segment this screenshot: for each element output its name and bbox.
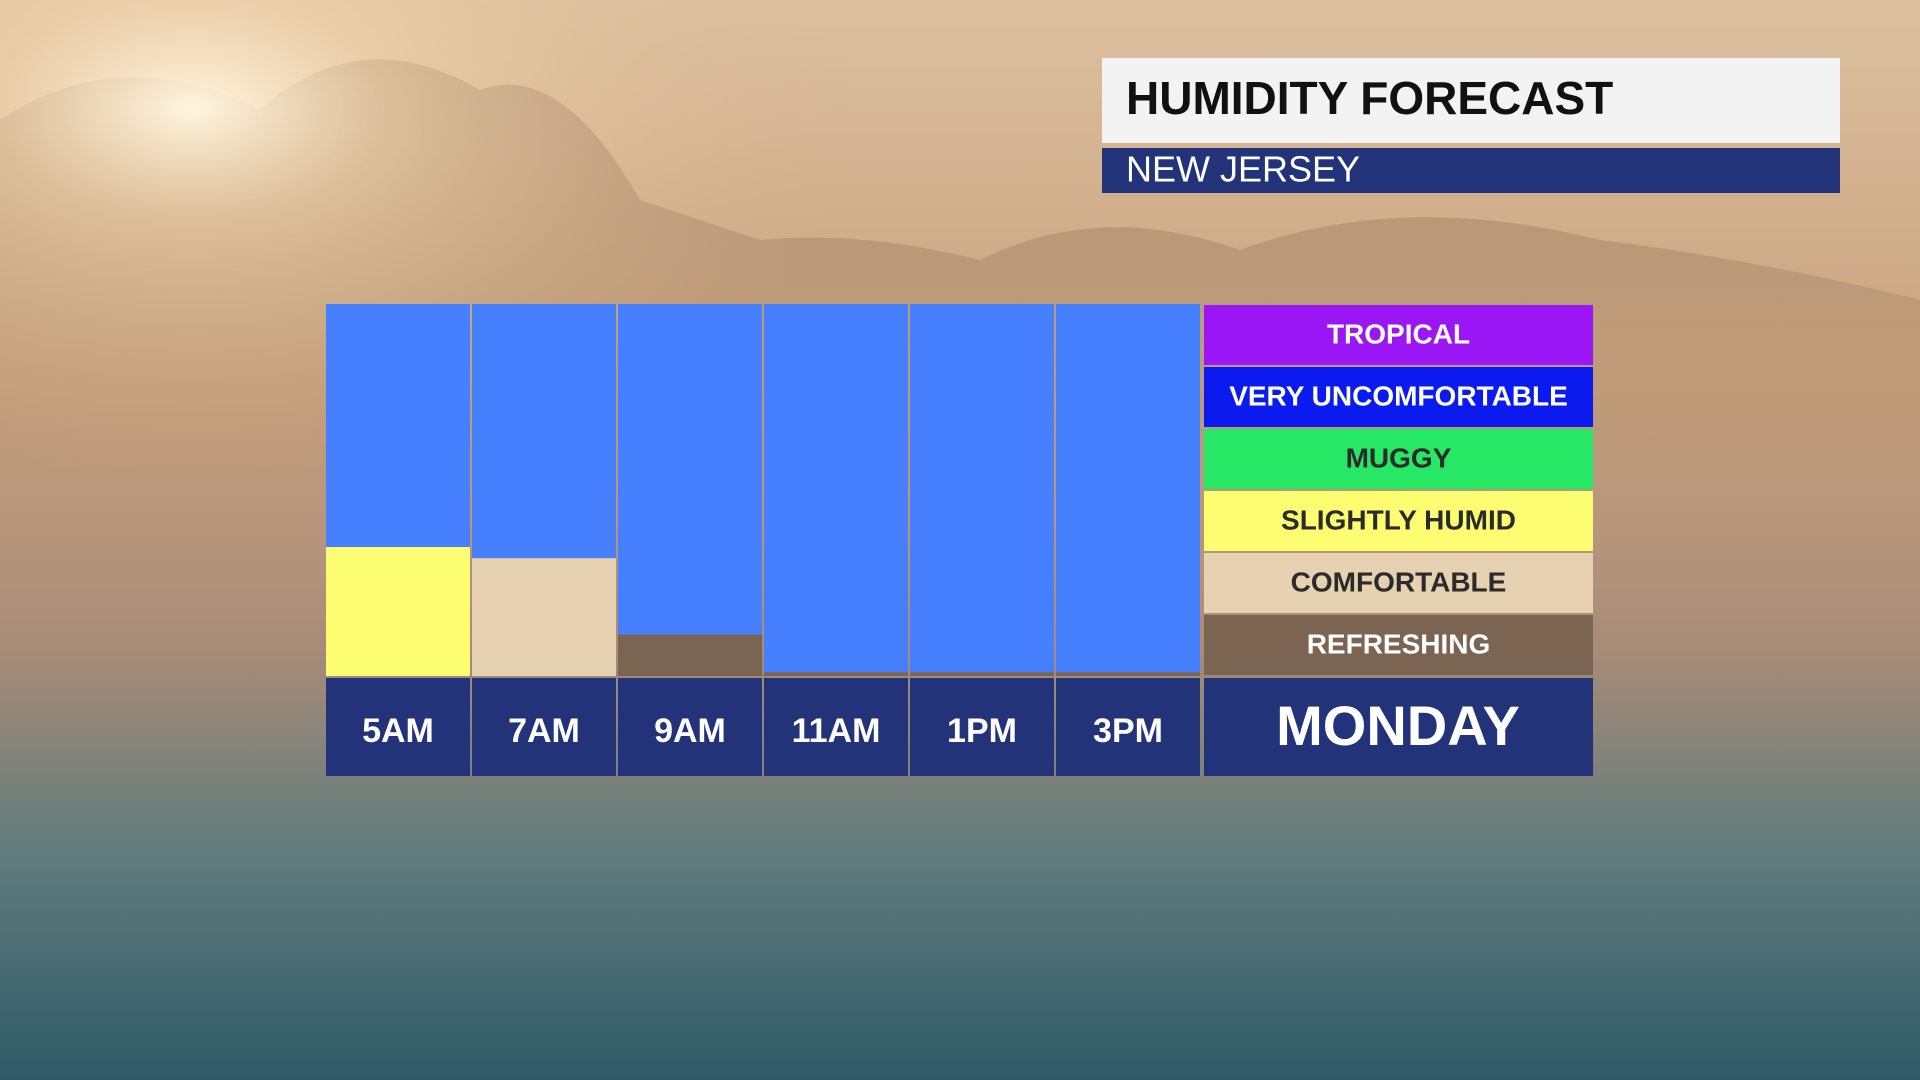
subtitle-box: [1102, 148, 1840, 193]
day-label: MONDAY: [1276, 694, 1520, 757]
category-box: [326, 678, 470, 776]
column-background: [618, 304, 762, 676]
title-box: [1102, 58, 1840, 143]
bar: [618, 634, 762, 676]
category-box: [910, 678, 1054, 776]
bar: [910, 672, 1054, 676]
legend-swatch: [1204, 615, 1593, 675]
x-tick-label: 5AM: [362, 712, 434, 750]
category-box: [1056, 678, 1200, 776]
x-tick-label: 11AM: [792, 712, 881, 750]
bar: [1056, 672, 1200, 676]
legend-swatch: [1204, 491, 1593, 551]
category-box: [618, 678, 762, 776]
legend-label: SLIGHTLY HUMID: [1281, 504, 1516, 535]
legend-label: COMFORTABLE: [1291, 566, 1507, 597]
legend-swatch: [1204, 429, 1593, 489]
legend-label: MUGGY: [1346, 442, 1452, 473]
legend-swatch: [1204, 367, 1593, 427]
chart-title: HUMIDITY FORECAST: [1126, 72, 1613, 124]
category-box: [472, 678, 616, 776]
chart-subtitle: NEW JERSEY: [1126, 149, 1360, 190]
bar: [472, 558, 616, 676]
day-box: [1204, 678, 1593, 776]
bar: [764, 672, 908, 676]
bar: [326, 547, 470, 676]
x-tick-label: 1PM: [947, 712, 1017, 750]
column-background: [1056, 304, 1200, 676]
category-box: [764, 678, 908, 776]
x-tick-label: 3PM: [1093, 712, 1163, 750]
column-background: [764, 304, 908, 676]
column-background: [910, 304, 1054, 676]
x-tick-label: 9AM: [654, 712, 726, 750]
legend-label: VERY UNCOMFORTABLE: [1229, 380, 1568, 411]
legend-swatch: [1204, 553, 1593, 613]
legend-swatch: [1204, 305, 1593, 365]
x-tick-label: 7AM: [508, 712, 580, 750]
legend-label: REFRESHING: [1307, 628, 1491, 659]
legend-label: TROPICAL: [1327, 318, 1470, 349]
